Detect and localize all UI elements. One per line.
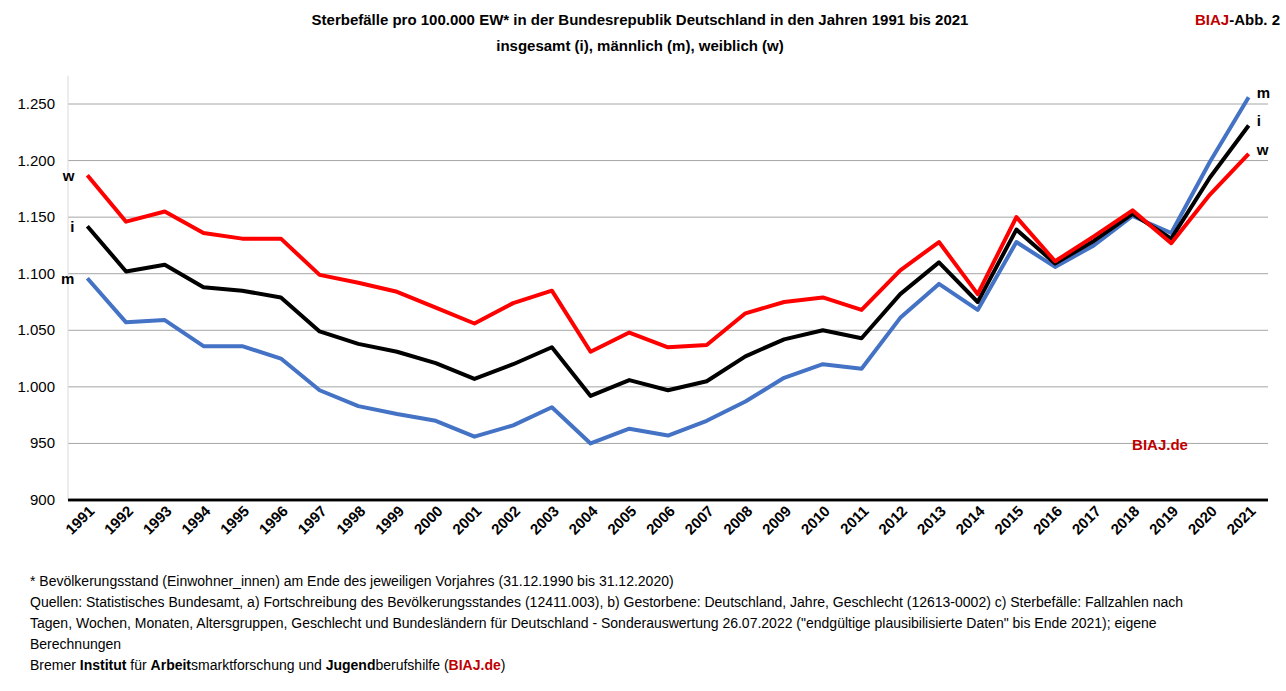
note: Tagen, Wochen, Monaten, Altersgruppen, G…: [30, 615, 1157, 631]
source-part: für: [126, 657, 150, 673]
source-part: ): [501, 657, 506, 673]
x-tick-label: 2016: [1030, 502, 1066, 538]
x-tick-label: 2011: [837, 502, 872, 537]
x-tick-label: 2014: [952, 502, 988, 538]
x-tick-label: 2009: [759, 502, 795, 538]
series-label: m: [61, 270, 74, 287]
source-part: Institut: [80, 657, 127, 673]
series-label: w: [62, 167, 75, 184]
source-part: Bremer: [30, 657, 80, 673]
x-tick-label: 1991: [62, 502, 98, 538]
grid-line: [68, 273, 1268, 274]
y-tick-label: 1.050: [17, 321, 55, 338]
y-tick-label: 900: [30, 491, 55, 508]
x-tick-label: 1994: [178, 502, 214, 538]
series-label: m: [1257, 84, 1270, 101]
grid-line: [68, 160, 1268, 161]
lines: [87, 97, 1248, 443]
grid-line: [68, 443, 1268, 444]
x-axis-line: [68, 499, 1268, 502]
grid-line: [68, 499, 1268, 502]
subtitle: insgesamt (i), männlich (m), weiblich (w…: [496, 37, 784, 54]
x-tick-label: 2000: [410, 502, 446, 538]
title: Sterbefälle pro 100.000 EW* in der Bunde…: [312, 11, 969, 28]
series-line: [87, 126, 1248, 396]
source-part: berufshilfe (: [375, 657, 448, 673]
series-label: w: [1256, 141, 1269, 158]
source-part: Jugend: [326, 657, 376, 673]
source: Bremer Institut für Arbeitsmarktforschun…: [30, 657, 505, 673]
note: Quellen: Statistisches Bundesamt, a) For…: [30, 594, 1183, 610]
y-tick-label: 1.000: [17, 378, 55, 395]
x-tick-label: 2003: [526, 502, 562, 538]
x-tick-label: 2004: [565, 502, 601, 538]
x-tick-label: 2013: [913, 502, 949, 538]
x-tick-label: 2008: [720, 502, 756, 538]
x-tick-label: 2002: [488, 502, 524, 538]
x-tick-label: 2019: [1146, 502, 1182, 538]
y-tick-label: 1.250: [17, 95, 55, 112]
x-tick-label: 1992: [101, 502, 137, 538]
source-part: Arbeit: [151, 657, 192, 673]
x-tick-label: 2017: [1068, 502, 1104, 538]
series-label: i: [70, 218, 74, 235]
y-axis-line: [68, 76, 69, 500]
watermark: BIAJ.de: [1132, 436, 1188, 453]
series-label: i: [1257, 112, 1261, 129]
x-tick-label: 1997: [294, 502, 330, 538]
source-part: BIAJ.de: [449, 657, 501, 673]
grid-line: [68, 386, 1268, 387]
grid-line: [68, 217, 1268, 218]
series-line: [87, 97, 1248, 443]
x-tick-label: 2007: [681, 502, 717, 538]
chart: Sterbefälle pro 100.000 EW* in der Bunde…: [0, 0, 1286, 691]
x-tick-label: 2010: [797, 502, 833, 538]
grid-line: [68, 330, 1268, 331]
x-tick-label: 1995: [217, 502, 253, 538]
y-tick-label: 950: [30, 434, 55, 451]
y-tick-label: 1.200: [17, 152, 55, 169]
x-tick-label: 2006: [643, 502, 679, 538]
series-line: [87, 154, 1248, 352]
x-tick-label: 1996: [255, 502, 291, 538]
x-tick-label: 1998: [333, 502, 369, 538]
source-part: smarktforschung und: [191, 657, 326, 673]
x-tick-label: 2005: [604, 502, 640, 538]
x-tick-label: 2020: [1184, 502, 1220, 538]
figure-label-part: -Abb. 2: [1229, 11, 1280, 28]
x-tick-label: 2001: [449, 502, 485, 538]
x-tick-label: 1993: [139, 502, 175, 538]
x-tick-label: 1999: [372, 502, 408, 538]
grid-line: [68, 104, 1268, 105]
y-tick-label: 1.150: [17, 208, 55, 225]
figure-label-part: BIAJ: [1195, 11, 1229, 28]
note: * Bevölkerungsstand (Einwohner_innen) am…: [30, 573, 674, 589]
figure-label: BIAJ-Abb. 2: [1195, 11, 1280, 28]
x-tick-label: 2015: [991, 502, 1027, 538]
y-tick-label: 1.100: [17, 265, 55, 282]
x-tick-label: 2012: [875, 502, 911, 538]
note: Berechnungen: [30, 636, 121, 652]
x-tick-label: 2018: [1107, 502, 1143, 538]
x-tick-label: 2021: [1223, 502, 1259, 538]
